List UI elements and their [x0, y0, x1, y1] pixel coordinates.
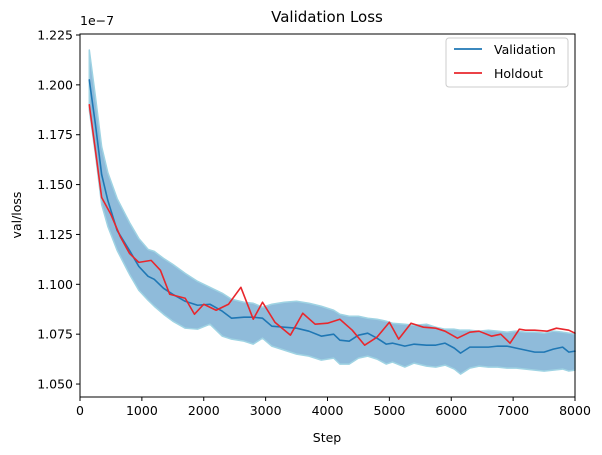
chart-title: Validation Loss — [271, 8, 383, 26]
y-tick-label: 1.100 — [37, 277, 73, 292]
x-tick-label: 2000 — [188, 403, 220, 418]
x-tick-label: 1000 — [126, 403, 158, 418]
y-ticks-layer: 1.050 1.075 1.100 1.125 1.150 1.175 1.200 1.225 — [37, 27, 80, 392]
legend-label-validation: Validation — [494, 42, 556, 57]
x-tick-label: 8000 — [559, 403, 591, 418]
x-axis-label: Step — [313, 430, 342, 445]
y-tick-label: 1.150 — [37, 177, 73, 192]
x-tick-label: 4000 — [312, 403, 344, 418]
x-tick-label: 5000 — [373, 403, 405, 418]
y-tick-label: 1.200 — [37, 77, 73, 92]
y-axis-label: val/loss — [9, 192, 24, 239]
y-tick-label: 1.175 — [37, 127, 73, 142]
y-tick-label: 1.125 — [37, 227, 73, 242]
x-tick-label: 7000 — [497, 403, 529, 418]
validation-line — [88, 79, 576, 354]
x-tick-label: 0 — [76, 403, 84, 418]
series-lines-layer — [88, 79, 576, 354]
y-tick-label: 1.225 — [37, 27, 73, 42]
x-ticks-layer: 0 1000 2000 3000 4000 5000 6000 7000 8000 — [76, 397, 591, 418]
y-tick-label: 1.050 — [37, 377, 73, 392]
x-tick-label: 6000 — [435, 403, 467, 418]
y-offset-label: 1e−7 — [80, 13, 114, 28]
legend-box — [445, 37, 569, 88]
holdout-line — [88, 104, 576, 346]
legend-label-holdout: Holdout — [494, 66, 543, 81]
y-tick-label: 1.075 — [37, 327, 73, 342]
x-tick-label: 3000 — [250, 403, 282, 418]
legend: Validation Holdout — [445, 37, 569, 88]
